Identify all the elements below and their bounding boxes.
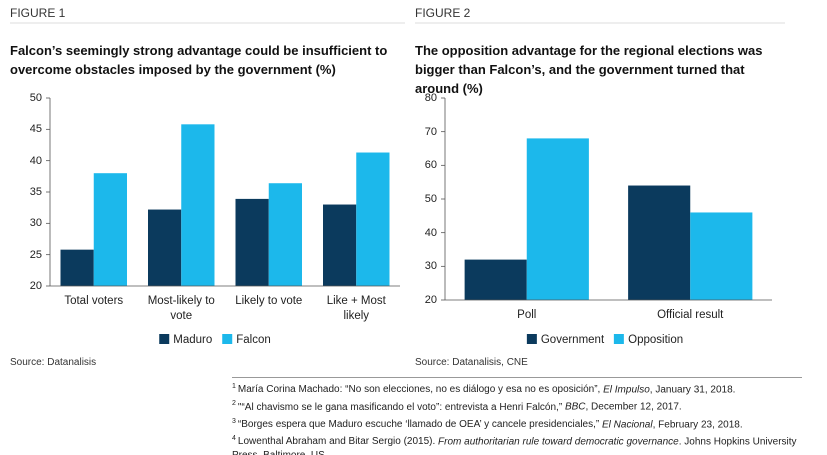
footnote: 1 María Corina Machado: “No son eleccione… — [232, 380, 802, 397]
x-tick-label: Likely to vote — [235, 295, 303, 307]
footnote-text: “Borges espera que Maduro escuche ‘llama… — [237, 418, 602, 430]
bar — [690, 212, 753, 300]
y-tick-label: 60 — [424, 159, 437, 172]
footnote-text: Lowenthal Abraham and Bitar Sergio (2015… — [237, 436, 439, 448]
footnote-text: "“Al chavismo se le gana masificando el … — [237, 401, 565, 413]
footnote-after: , December 12, 2017. — [585, 401, 682, 413]
bar — [628, 185, 691, 300]
y-tick-label: 30 — [424, 260, 437, 273]
y-tick-label: 50 — [29, 92, 42, 104]
footnote-after: . Johns Hopkins University Press, Baltim… — [232, 436, 797, 455]
footnote-italic: From authoritarian rule toward democrati… — [438, 436, 679, 448]
legend-swatch — [526, 334, 537, 344]
legend-item: Falcon — [222, 334, 271, 346]
figure-label: FIGURE 1 — [10, 6, 66, 20]
y-tick-label: 25 — [29, 248, 42, 261]
y-tick-label: 30 — [29, 217, 42, 230]
y-tick-label: 40 — [29, 154, 42, 167]
footnote: 4 Lowenthal Abraham and Bitar Sergio (201… — [232, 432, 802, 455]
legend-item: Government — [526, 334, 605, 346]
y-tick-label: 35 — [29, 186, 42, 198]
x-tick-label: Official result — [657, 309, 724, 321]
footnote-italic: El Nacional — [602, 418, 653, 430]
bar — [323, 204, 357, 286]
y-tick-label: 70 — [424, 125, 437, 138]
y-tick-label: 20 — [29, 280, 42, 292]
legend-label: Government — [540, 334, 605, 346]
y-tick-label: 80 — [424, 92, 437, 104]
legend-label: Opposition — [628, 334, 684, 346]
chart-title: Falcon’s seemingly strong advantage coul… — [10, 43, 388, 77]
x-tick-label: Poll — [517, 309, 537, 321]
footnote-number: 2 — [232, 400, 236, 408]
legend-swatch — [222, 334, 233, 344]
y-tick-label: 40 — [424, 226, 437, 239]
footnote-text: María Corina Machado: “No son elecciones… — [237, 384, 604, 396]
footnotes: 1 María Corina Machado: “No son eleccione… — [232, 377, 802, 455]
y-tick-label: 45 — [29, 123, 42, 136]
bar — [60, 249, 94, 286]
bar — [235, 198, 269, 286]
footnote-italic: BBC — [564, 401, 586, 413]
legend: Maduro Falcon — [159, 334, 271, 346]
bar — [93, 173, 127, 286]
footnote: 3 “Borges espera que Maduro escuche ‘llam… — [232, 415, 802, 432]
bar — [268, 183, 302, 286]
chart-title: The opposition advantage for the regiona… — [415, 43, 763, 96]
footnote-number: 3 — [232, 417, 236, 425]
source: Source: Datanalisis — [10, 357, 97, 368]
legend-swatch — [159, 334, 170, 344]
footnote: 2 "“Al chavismo se le gana masificando el… — [232, 397, 802, 414]
footnote-number: 1 — [232, 383, 236, 390]
footnote-number: 4 — [232, 434, 236, 442]
bar — [526, 138, 589, 300]
legend-swatch — [614, 334, 625, 344]
footnote-after: , January 31, 2018. — [649, 384, 736, 396]
bar — [181, 124, 215, 286]
figure-label: FIGURE 2 — [415, 6, 471, 20]
bar — [464, 259, 527, 300]
legend: Government Opposition — [526, 334, 683, 346]
y-tick-label: 20 — [424, 294, 437, 306]
source: Source: Datanalisis, CNE — [415, 357, 528, 368]
legend-label: Falcon — [236, 334, 271, 346]
legend-item: Opposition — [614, 334, 683, 346]
y-tick-label: 50 — [424, 193, 437, 205]
x-tick-label: Like + Most likely — [326, 295, 386, 322]
footnote-after: , February 23, 2018. — [652, 418, 743, 430]
bar — [356, 152, 390, 286]
legend-label: Maduro — [173, 334, 213, 346]
footnote-italic: El Impulso — [603, 384, 650, 396]
x-tick-label: Most-likely to vote — [147, 295, 215, 322]
x-tick-label: Total voters — [64, 295, 124, 307]
legend-item: Maduro — [159, 334, 212, 346]
bar — [148, 209, 182, 286]
